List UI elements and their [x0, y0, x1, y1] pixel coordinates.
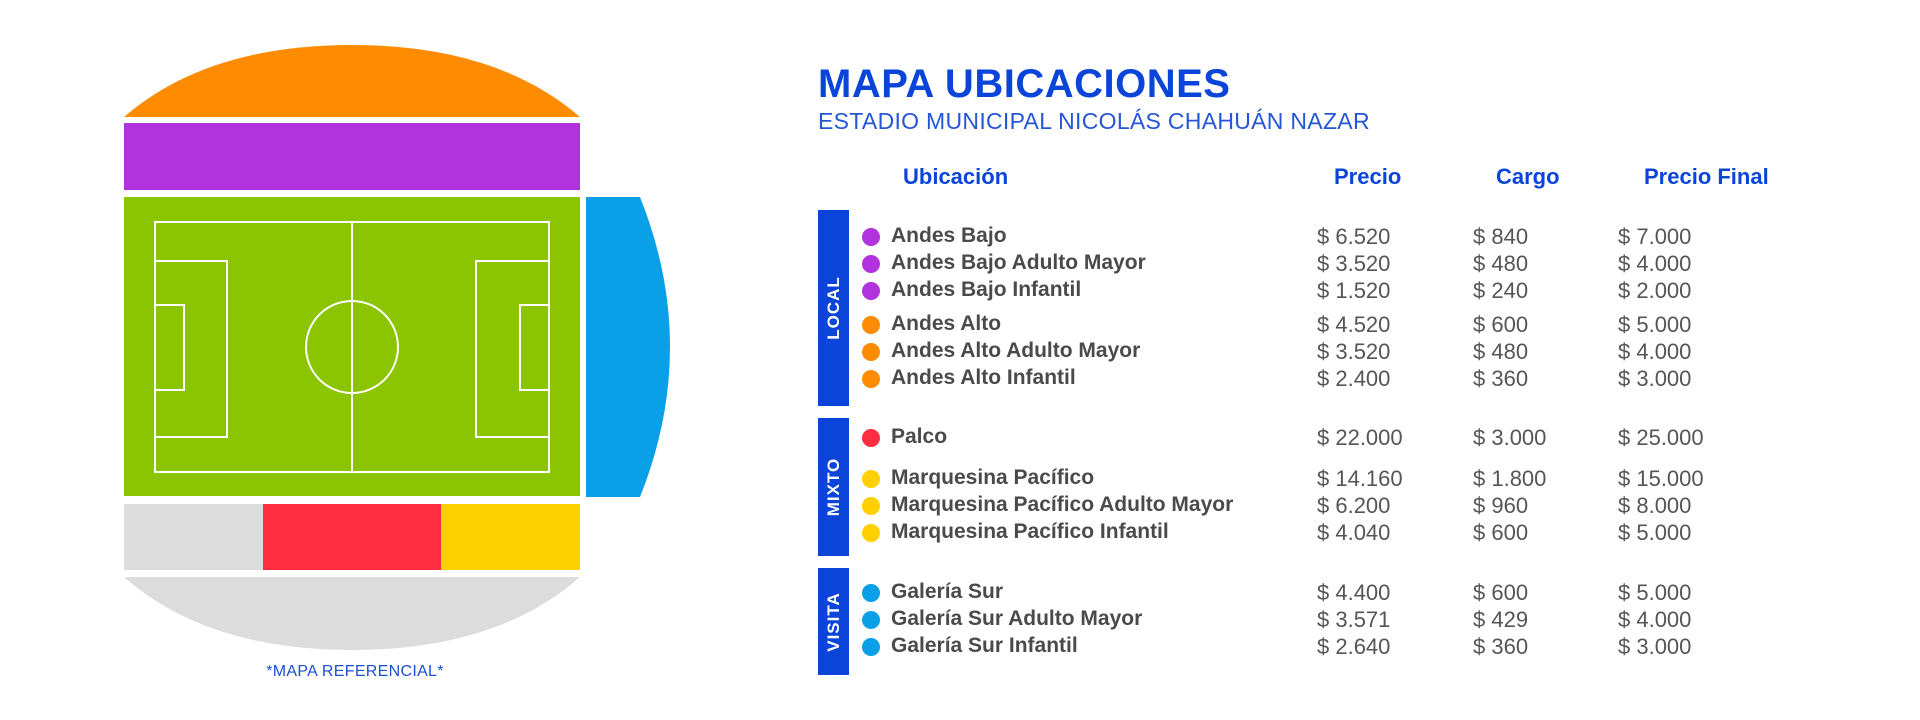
- charge: $ 600: [1473, 580, 1529, 605]
- header-final-price: Precio Final: [1644, 164, 1769, 189]
- group-bar-mixto: MIXTO: [818, 418, 849, 556]
- charge: $ 429: [1473, 607, 1529, 632]
- zone-name: Andes Bajo Infantil: [891, 278, 1082, 301]
- table-row: Andes Bajo Adulto Mayor $ 3.520 $ 480 $ …: [0, 251, 1920, 277]
- zone-name: Andes Alto Infantil: [891, 366, 1076, 389]
- map-disclaimer: *MAPA REFERENCIAL*: [266, 663, 444, 680]
- zone-name: Andes Alto: [891, 312, 1002, 335]
- zone-color-dot: [862, 584, 880, 602]
- table-row: Marquesina Pacífico Adulto Mayor $ 6.200…: [0, 493, 1920, 519]
- table-row: Andes Alto Adulto Mayor $ 3.520 $ 480 $ …: [0, 339, 1920, 365]
- table-row: Galería Sur Adulto Mayor $ 3.571 $ 429 $…: [0, 607, 1920, 633]
- group-bar-visita: VISITA: [818, 568, 849, 675]
- section-gray-left: [124, 504, 263, 570]
- zone-color-dot: [862, 255, 880, 273]
- final-price: $ 4.000: [1618, 339, 1692, 364]
- section-marquesina-pacifico[interactable]: [441, 504, 580, 570]
- stadium-map: [124, 45, 670, 650]
- price: $ 6.520: [1317, 224, 1391, 249]
- final-price: $ 5.000: [1618, 580, 1692, 605]
- price: $ 2.400: [1317, 366, 1391, 391]
- zone-name: Galería Sur: [891, 580, 1004, 603]
- final-price: $ 7.000: [1618, 224, 1692, 249]
- zone-name: Marquesina Pacífico Adulto Mayor: [891, 493, 1234, 516]
- price: $ 4.520: [1317, 312, 1391, 337]
- final-price: $ 4.000: [1618, 607, 1692, 632]
- final-price: $ 2.000: [1618, 278, 1692, 303]
- zone-name: Andes Bajo Adulto Mayor: [891, 251, 1146, 274]
- page-title: MAPA UBICACIONES: [818, 62, 1231, 106]
- header-charge: Cargo: [1496, 164, 1560, 189]
- charge: $ 480: [1473, 251, 1529, 276]
- charge: $ 960: [1473, 493, 1529, 518]
- table-row: Andes Bajo $ 6.520 $ 840 $ 7.000: [0, 224, 1920, 250]
- header-price: Precio: [1334, 164, 1402, 189]
- price: $ 3.520: [1317, 339, 1391, 364]
- section-galeria-sur[interactable]: [586, 197, 670, 497]
- price: $ 1.520: [1317, 278, 1391, 303]
- header-location: Ubicación: [903, 164, 1009, 189]
- table-row: Andes Alto $ 4.520 $ 600 $ 5.000: [0, 312, 1920, 338]
- group-bar-local: LOCAL: [818, 210, 849, 406]
- section-andes-alto[interactable]: [124, 45, 580, 117]
- zone-name: Galería Sur Adulto Mayor: [891, 607, 1143, 630]
- zone-name: Andes Alto Adulto Mayor: [891, 339, 1141, 362]
- final-price: $ 25.000: [1618, 425, 1704, 450]
- final-price: $ 3.000: [1618, 634, 1692, 659]
- zone-name: Galería Sur Infantil: [891, 634, 1078, 657]
- zone-color-dot: [862, 497, 880, 515]
- zone-color-dot: [862, 611, 880, 629]
- price: $ 2.640: [1317, 634, 1391, 659]
- final-price: $ 15.000: [1618, 466, 1704, 491]
- final-price: $ 3.000: [1618, 366, 1692, 391]
- price: $ 14.160: [1317, 466, 1403, 491]
- zone-color-dot: [862, 282, 880, 300]
- price: $ 6.200: [1317, 493, 1391, 518]
- price: $ 3.571: [1317, 607, 1391, 632]
- price: $ 22.000: [1317, 425, 1403, 450]
- charge: $ 240: [1473, 278, 1529, 303]
- charge: $ 600: [1473, 520, 1529, 545]
- section-palco[interactable]: [263, 504, 441, 570]
- final-price: $ 4.000: [1618, 251, 1692, 276]
- charge: $ 600: [1473, 312, 1529, 337]
- table-row: Galería Sur Infantil $ 2.640 $ 360 $ 3.0…: [0, 634, 1920, 660]
- table-row: Marquesina Pacífico Infantil $ 4.040 $ 6…: [0, 520, 1920, 546]
- zone-color-dot: [862, 524, 880, 542]
- table-row: Galería Sur $ 4.400 $ 600 $ 5.000: [0, 580, 1920, 606]
- zone-name: Palco: [891, 425, 948, 448]
- final-price: $ 5.000: [1618, 520, 1692, 545]
- final-price: $ 8.000: [1618, 493, 1692, 518]
- zone-color-dot: [862, 470, 880, 488]
- price: $ 4.400: [1317, 580, 1391, 605]
- charge: $ 1.800: [1473, 466, 1547, 491]
- price: $ 3.520: [1317, 251, 1391, 276]
- charge: $ 480: [1473, 339, 1529, 364]
- price: $ 4.040: [1317, 520, 1391, 545]
- zone-color-dot: [862, 429, 880, 447]
- table-row: Marquesina Pacífico $ 14.160 $ 1.800 $ 1…: [0, 466, 1920, 492]
- charge: $ 3.000: [1473, 425, 1547, 450]
- zone-color-dot: [862, 228, 880, 246]
- zone-color-dot: [862, 370, 880, 388]
- charge: $ 360: [1473, 366, 1529, 391]
- zone-color-dot: [862, 343, 880, 361]
- table-row: Andes Bajo Infantil $ 1.520 $ 240 $ 2.00…: [0, 278, 1920, 304]
- section-andes-bajo[interactable]: [124, 123, 580, 190]
- zone-name: Andes Bajo: [891, 224, 1007, 247]
- zone-name: Marquesina Pacífico Infantil: [891, 520, 1169, 543]
- stadium-name: ESTADIO MUNICIPAL NICOLÁS CHAHUÁN NAZAR: [818, 108, 1370, 134]
- section-gray-bottom-arc: [124, 577, 580, 650]
- charge: $ 360: [1473, 634, 1529, 659]
- table-row: Andes Alto Infantil $ 2.400 $ 360 $ 3.00…: [0, 366, 1920, 392]
- field-lines: [154, 221, 550, 473]
- zone-color-dot: [862, 638, 880, 656]
- table-row: Palco $ 22.000 $ 3.000 $ 25.000: [0, 425, 1920, 451]
- final-price: $ 5.000: [1618, 312, 1692, 337]
- zone-name: Marquesina Pacífico: [891, 466, 1095, 489]
- zone-color-dot: [862, 316, 880, 334]
- charge: $ 840: [1473, 224, 1529, 249]
